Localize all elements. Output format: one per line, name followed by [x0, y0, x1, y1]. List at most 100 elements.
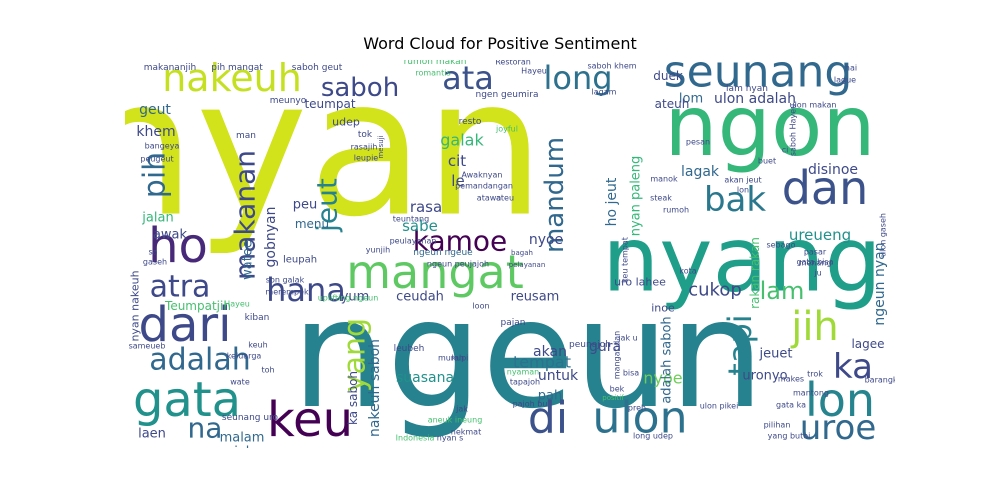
- cloud-word: cukop: [688, 280, 742, 301]
- cloud-word: joyful: [495, 125, 518, 134]
- cloud-word: ulon adalah: [714, 91, 796, 107]
- cloud-word: ulon pikei: [700, 402, 739, 411]
- cloud-word: ata: [442, 60, 494, 97]
- cloud-word: jalan: [141, 211, 173, 226]
- cloud-word: ho: [148, 218, 208, 274]
- cloud-word: positif: [602, 394, 624, 402]
- cloud-word: lagak: [681, 164, 720, 180]
- cloud-word: Awaknyan: [461, 171, 502, 180]
- cloud-word: nakeuh saboh: [367, 339, 383, 437]
- cloud-word: nyan: [125, 60, 545, 259]
- cloud-word: sabe: [402, 217, 438, 235]
- cloud-word: lon: [805, 373, 875, 427]
- cloud-word: ulon makan: [790, 101, 837, 110]
- cloud-word: cit: [448, 152, 466, 170]
- cloud-word: lam nyan: [726, 84, 768, 94]
- cloud-word: tapi: [721, 314, 759, 375]
- cloud-word: keu tempat: [621, 237, 630, 283]
- cloud-word: keluarga: [227, 352, 262, 361]
- cloud-word: hana: [266, 271, 346, 309]
- cloud-word: jeuet: [759, 347, 793, 362]
- cloud-word: ka saboh: [346, 371, 360, 425]
- cloud-word: rasa: [410, 198, 442, 216]
- cloud-word: peunajoh: [569, 340, 611, 350]
- cloud-word: ulon: [593, 393, 688, 444]
- cloud-word: makes: [778, 375, 804, 384]
- cloud-word: saboh: [321, 73, 399, 103]
- cloud-word: kupi: [452, 354, 469, 363]
- cloud-word: laen: [138, 427, 166, 442]
- cloud-word: Indonesia: [396, 434, 435, 443]
- word-cloud: nyan ngeun nyang ngon seunang nakeuh ata long sa…: [75, 38, 917, 460]
- cloud-word: kamoe: [413, 225, 508, 258]
- cloud-word: wate: [230, 378, 250, 387]
- cloud-word: tok: [358, 130, 373, 140]
- cloud-word: nyoe: [643, 369, 682, 388]
- cloud-word: nyan nakeuh: [129, 270, 142, 341]
- cloud-word: ngeun peujajoh: [427, 260, 489, 269]
- cloud-word: pah: [538, 389, 562, 404]
- cloud-word: malam: [220, 431, 265, 446]
- cloud-word: gata: [133, 372, 241, 428]
- cloud-word: lagam: [592, 88, 617, 97]
- cloud-word: mangat dan: [613, 331, 622, 379]
- cloud-word: jak: [455, 405, 468, 414]
- cloud-word: gobnyan: [263, 207, 279, 268]
- cloud-word: nyaman: [507, 368, 539, 377]
- cloud-word: hai: [845, 64, 857, 73]
- cloud-word: seunang uro: [222, 413, 279, 423]
- cloud-word: sa: [148, 248, 157, 257]
- cloud-word: gaseh: [143, 258, 167, 267]
- cloud-word: preh: [628, 404, 646, 413]
- cloud-word: dari: [139, 297, 232, 353]
- cloud-word: untuk: [538, 368, 579, 384]
- cloud-word: mesuji: [377, 135, 385, 158]
- cloud-word: murah: [438, 354, 464, 363]
- cloud-word: atra: [150, 270, 211, 305]
- cloud-word: ho jeut: [604, 177, 620, 226]
- cloud-word: ateuh: [655, 97, 690, 111]
- cloud-word: long udep: [633, 432, 673, 441]
- cloud-word: sameueb: [129, 342, 166, 351]
- cloud-word: manok: [650, 175, 678, 184]
- cloud-word: galak: [440, 131, 484, 150]
- cloud-word: peu: [293, 198, 318, 213]
- cloud-word: ceudah: [396, 290, 444, 305]
- cloud-word: tempat: [513, 353, 571, 372]
- cloud-word: nyan paleng: [629, 156, 644, 237]
- cloud-word: leubeh: [394, 344, 425, 354]
- cloud-word: udep: [332, 116, 360, 129]
- cloud-word: keu: [267, 392, 353, 448]
- cloud-word: makanan: [229, 150, 262, 280]
- cloud-word: teumpat: [304, 97, 355, 111]
- cloud-word: meunyo: [270, 96, 307, 106]
- cloud-word: awak: [153, 228, 188, 243]
- cloud-word: loon: [472, 302, 489, 311]
- cloud-word: saboh Hayeu: [789, 104, 798, 156]
- cloud-word: akan jeut: [724, 176, 761, 185]
- cloud-word: uronyo: [742, 369, 787, 384]
- cloud-word: uroe: [800, 408, 877, 448]
- cloud-word: saboh khem: [587, 62, 636, 71]
- cloud-word: mantong: [793, 389, 829, 398]
- cloud-word: suasana: [396, 370, 454, 386]
- cloud-word: peulayanan: [390, 237, 437, 246]
- cloud-word: yang butoi: [768, 432, 811, 441]
- cloud-word: pilihan: [764, 421, 791, 430]
- cloud-word: le: [451, 172, 464, 190]
- cloud-word: menang: [799, 259, 832, 268]
- cloud-word: mangat: [346, 245, 524, 299]
- cloud-word: bak: [704, 180, 766, 220]
- cloud-word: rumoh: [663, 206, 689, 215]
- cloud-word: ka: [833, 347, 873, 387]
- cloud-word: reusam: [511, 290, 560, 305]
- cloud-word: duek: [653, 69, 683, 83]
- cloud-word: lam: [760, 277, 805, 305]
- cloud-word: nyan s: [437, 434, 464, 443]
- cloud-word: ngeun: [292, 268, 765, 442]
- cloud-word: ngen geumira: [476, 90, 539, 100]
- cloud-word: jeut: [311, 178, 344, 233]
- cloud-word: uro lahee: [614, 276, 666, 289]
- cloud-word: menu: [295, 217, 329, 231]
- cloud-word: trok: [807, 370, 823, 379]
